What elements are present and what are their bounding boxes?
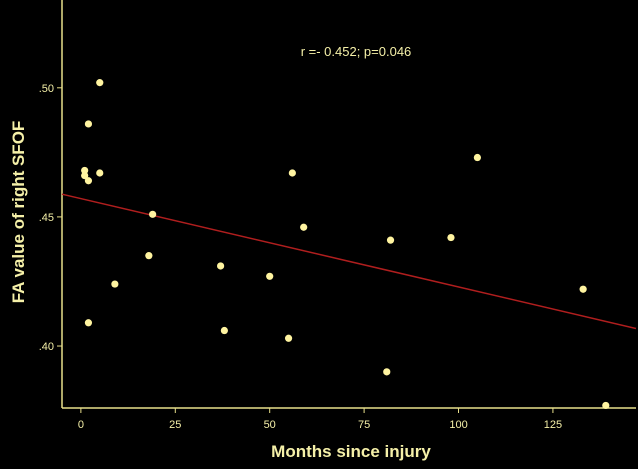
y-tick-label: .50: [39, 83, 54, 95]
data-point: [386, 236, 395, 244]
data-point: [84, 177, 93, 185]
data-point: [81, 171, 89, 180]
x-tick-label: 125: [544, 419, 562, 431]
data-point: [447, 233, 455, 242]
data-point: [145, 252, 153, 260]
x-tick-label: 25: [169, 419, 181, 431]
fit-line-group: [61, 193, 637, 330]
data-point: [111, 280, 119, 288]
data-point: [84, 120, 93, 128]
axes: [61, 0, 636, 409]
y-tick-label: .40: [39, 341, 54, 353]
data-point: [300, 223, 308, 231]
data-point: [220, 326, 228, 335]
data-point: [266, 272, 274, 280]
x-tick-label: 0: [78, 419, 84, 431]
data-point: [288, 169, 296, 177]
regression-line: [61, 193, 637, 330]
data-point: [81, 166, 89, 175]
x-tick-label: 100: [449, 419, 467, 431]
y-tick-label: .45: [39, 212, 54, 224]
x-tick-label: 50: [264, 419, 276, 431]
data-point: [473, 153, 481, 162]
ticks: 0 25 50 75 100 125 .40 .45 .50: [39, 83, 562, 431]
data-point: [579, 285, 587, 293]
data-point: [383, 368, 391, 376]
data-point: [149, 210, 157, 218]
data-points: [81, 79, 610, 410]
data-point: [84, 319, 93, 327]
data-point: [602, 401, 610, 410]
x-axis-title: Months since injury: [271, 442, 431, 461]
x-tick-label: 75: [358, 419, 370, 431]
data-point: [96, 79, 104, 87]
data-point: [96, 169, 104, 177]
data-point: [284, 334, 293, 342]
data-point: [217, 262, 225, 270]
y-axis-title: FA value of right SFOF: [9, 121, 28, 304]
correlation-annotation: r =- 0.452; p=0.046: [301, 44, 412, 59]
